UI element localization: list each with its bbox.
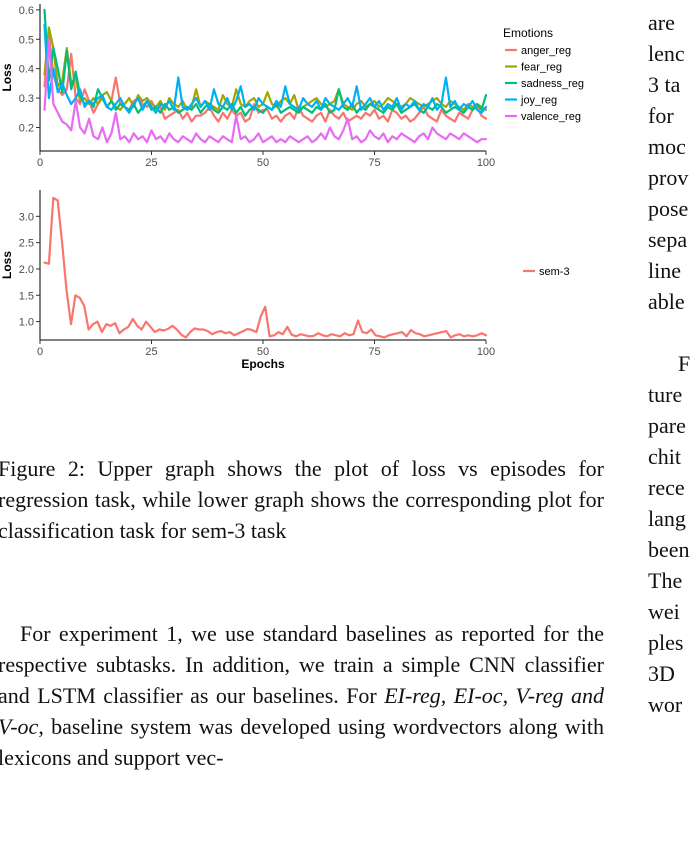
y-tick-label: 1.0 — [19, 317, 34, 329]
y-tick-label: 0.3 — [19, 93, 34, 105]
right-column-line: lang — [648, 506, 686, 531]
x-tick-label: 25 — [145, 157, 157, 169]
right-column-line: ples — [648, 630, 684, 655]
right-column-line: sepa — [648, 227, 688, 252]
right-column-line: chit — [648, 444, 681, 469]
x-tick-label: 50 — [257, 346, 269, 358]
series-line-fear_reg — [43, 26, 488, 111]
right-column-line: lenc — [648, 41, 685, 66]
x-tick-label: 100 — [477, 157, 495, 169]
y-tick-label: 3.0 — [19, 211, 34, 223]
right-column-line: 3D — [648, 661, 675, 686]
legend-label: valence_reg — [521, 111, 581, 123]
classification-loss-chart: 0 25 50 75 100 1.0 1.5 2.0 2.5 3.0 Loss Epochs sem-3 — [0, 190, 570, 371]
right-column-line: moc — [648, 134, 686, 159]
right-column-line: wor — [648, 692, 683, 717]
y-tick-label: 0.2 — [19, 122, 34, 134]
right-column-line: ture — [648, 382, 683, 407]
y-tick-label: 0.6 — [19, 5, 34, 17]
legend-title: Emotions — [503, 26, 553, 40]
legend-label: joy_reg — [520, 95, 557, 107]
legend-label: sadness_reg — [521, 78, 584, 90]
y-tick-label: 2.5 — [19, 238, 34, 250]
right-column-line — [648, 317, 694, 348]
x-tick-label: 50 — [257, 157, 269, 169]
series-line-joy_reg — [43, 23, 488, 114]
x-tick-label: 0 — [37, 157, 43, 169]
legend-label: fear_reg — [521, 62, 562, 74]
x-tick-label: 25 — [145, 346, 157, 358]
right-column-line: pare — [648, 413, 686, 438]
legend-label: sem-3 — [539, 266, 570, 278]
right-column-line: able — [648, 289, 685, 314]
x-tick-label: 100 — [477, 346, 495, 358]
x-tick-label: 75 — [368, 346, 380, 358]
right-column-line: wei — [648, 599, 680, 624]
y-tick-label: 0.5 — [19, 34, 34, 46]
right-column-line: F — [678, 351, 691, 376]
legend-label: anger_reg — [521, 45, 571, 57]
y-tick-label: 2.0 — [19, 264, 34, 276]
x-axis-title: Epochs — [241, 357, 285, 371]
y-axis-title: Loss — [0, 251, 14, 279]
right-column-line: for — [648, 103, 674, 128]
regression-loss-chart: 0 25 50 75 100 0.2 0.3 0.4 0.5 0.6 Loss Emotions ang… — [0, 4, 584, 169]
right-column-line: pose — [648, 196, 689, 221]
right-column-line: are — [648, 10, 675, 35]
figure-caption: Figure 2: Upper graph shows the plot of … — [0, 456, 604, 543]
y-axis-title: Loss — [0, 63, 14, 91]
right-column-line: been — [648, 537, 690, 562]
right-column-line: prov — [648, 165, 689, 190]
series-line-sem-3 — [43, 196, 488, 339]
body-paragraph: For experiment 1, we use standard baseli… — [0, 618, 604, 773]
series-line-valence_reg — [43, 38, 488, 144]
y-tick-label: 0.4 — [19, 64, 34, 76]
right-column-line: line — [648, 258, 681, 283]
body-text-start: For experiment 1, we use standard baseli… — [0, 621, 604, 708]
x-tick-label: 0 — [37, 346, 43, 358]
y-tick-label: 1.5 — [19, 290, 34, 302]
x-tick-label: 75 — [368, 157, 380, 169]
body-text-italic: EI-reg, EI-oc, V-reg and V-oc — [0, 683, 604, 739]
right-column-line: 3 ta — [648, 72, 681, 97]
right-column-line: The — [648, 568, 683, 593]
right-column-line: rece — [648, 475, 685, 500]
body-text-end: , baseline system was developed using wo… — [0, 714, 604, 770]
